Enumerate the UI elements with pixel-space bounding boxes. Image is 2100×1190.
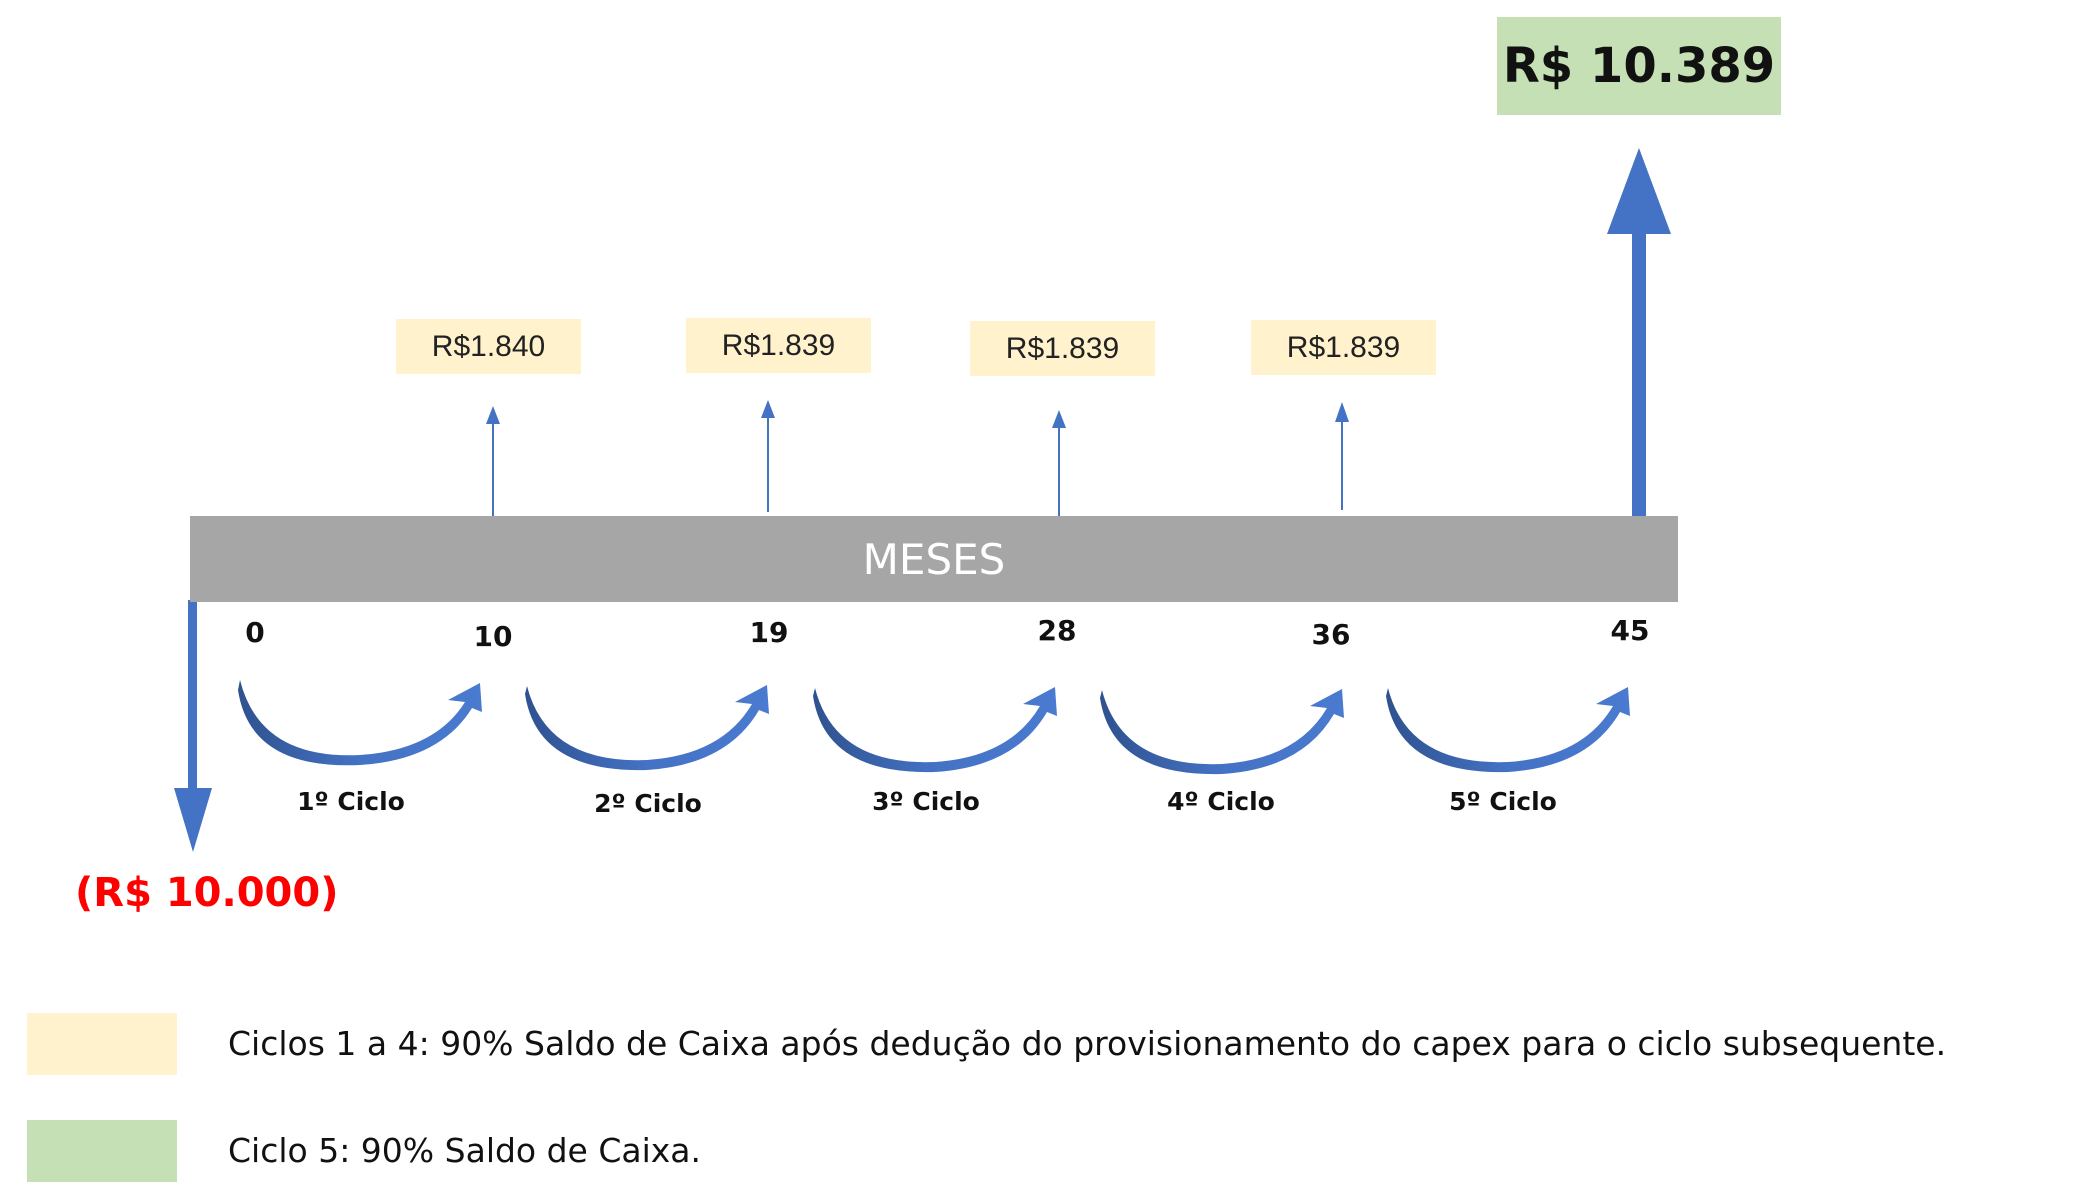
cycle-label-5: 5º Ciclo [1449, 787, 1557, 816]
month-label-10: 10 [473, 620, 513, 653]
month-label-36: 36 [1311, 618, 1351, 651]
outflow-arrow [174, 600, 212, 852]
month-label-19: 19 [749, 616, 789, 649]
legend-swatch-green [27, 1120, 177, 1182]
inflow-arrow-19 [761, 400, 775, 512]
legend-text-cycle-5: Ciclo 5: 90% Saldo de Caixa. [228, 1131, 702, 1170]
cash-flow-box-19: R$1.839 [686, 318, 871, 373]
cycle-label-3: 3º Ciclo [872, 787, 980, 816]
cash-flow-value: R$1.839 [721, 328, 836, 362]
month-label-45: 45 [1610, 614, 1650, 647]
final-inflow-arrow [1607, 148, 1671, 518]
month-label-0: 0 [245, 616, 265, 649]
legend-text-cycles-1-4: Ciclos 1 a 4: 90% Saldo de Caixa após de… [228, 1024, 1947, 1063]
cycle-arrow-1 [238, 680, 482, 766]
inflow-arrow-10 [486, 406, 500, 516]
cash-flow-box-28: R$1.839 [970, 321, 1155, 376]
cycle-label-2: 2º Ciclo [594, 789, 702, 818]
final-value: R$ 10.389 [1502, 38, 1776, 94]
month-label-28: 28 [1037, 614, 1077, 647]
inflow-arrow-36 [1335, 402, 1349, 510]
final-value-box: R$ 10.389 [1497, 17, 1781, 115]
cycle-arrow-5 [1386, 687, 1630, 773]
cash-flow-value: R$1.839 [1005, 331, 1120, 365]
timeline-bar: MESES [190, 516, 1678, 602]
cycle-arrow-3 [813, 687, 1057, 773]
initial-investment: (R$ 10.000) [75, 870, 339, 916]
timeline-label: MESES [862, 534, 1006, 584]
cycle-arrow-4 [1100, 689, 1344, 775]
cycle-label-1: 1º Ciclo [297, 787, 405, 816]
cycle-label-4: 4º Ciclo [1167, 787, 1275, 816]
cash-flow-box-10: R$1.840 [396, 319, 581, 374]
cash-flow-value: R$1.840 [431, 329, 546, 363]
cash-flow-value: R$1.839 [1286, 330, 1401, 364]
legend-swatch-yellow [27, 1013, 177, 1075]
cycle-arrow-2 [525, 685, 769, 771]
inflow-arrow-28 [1052, 410, 1066, 516]
cash-flow-box-36: R$1.839 [1251, 320, 1436, 375]
